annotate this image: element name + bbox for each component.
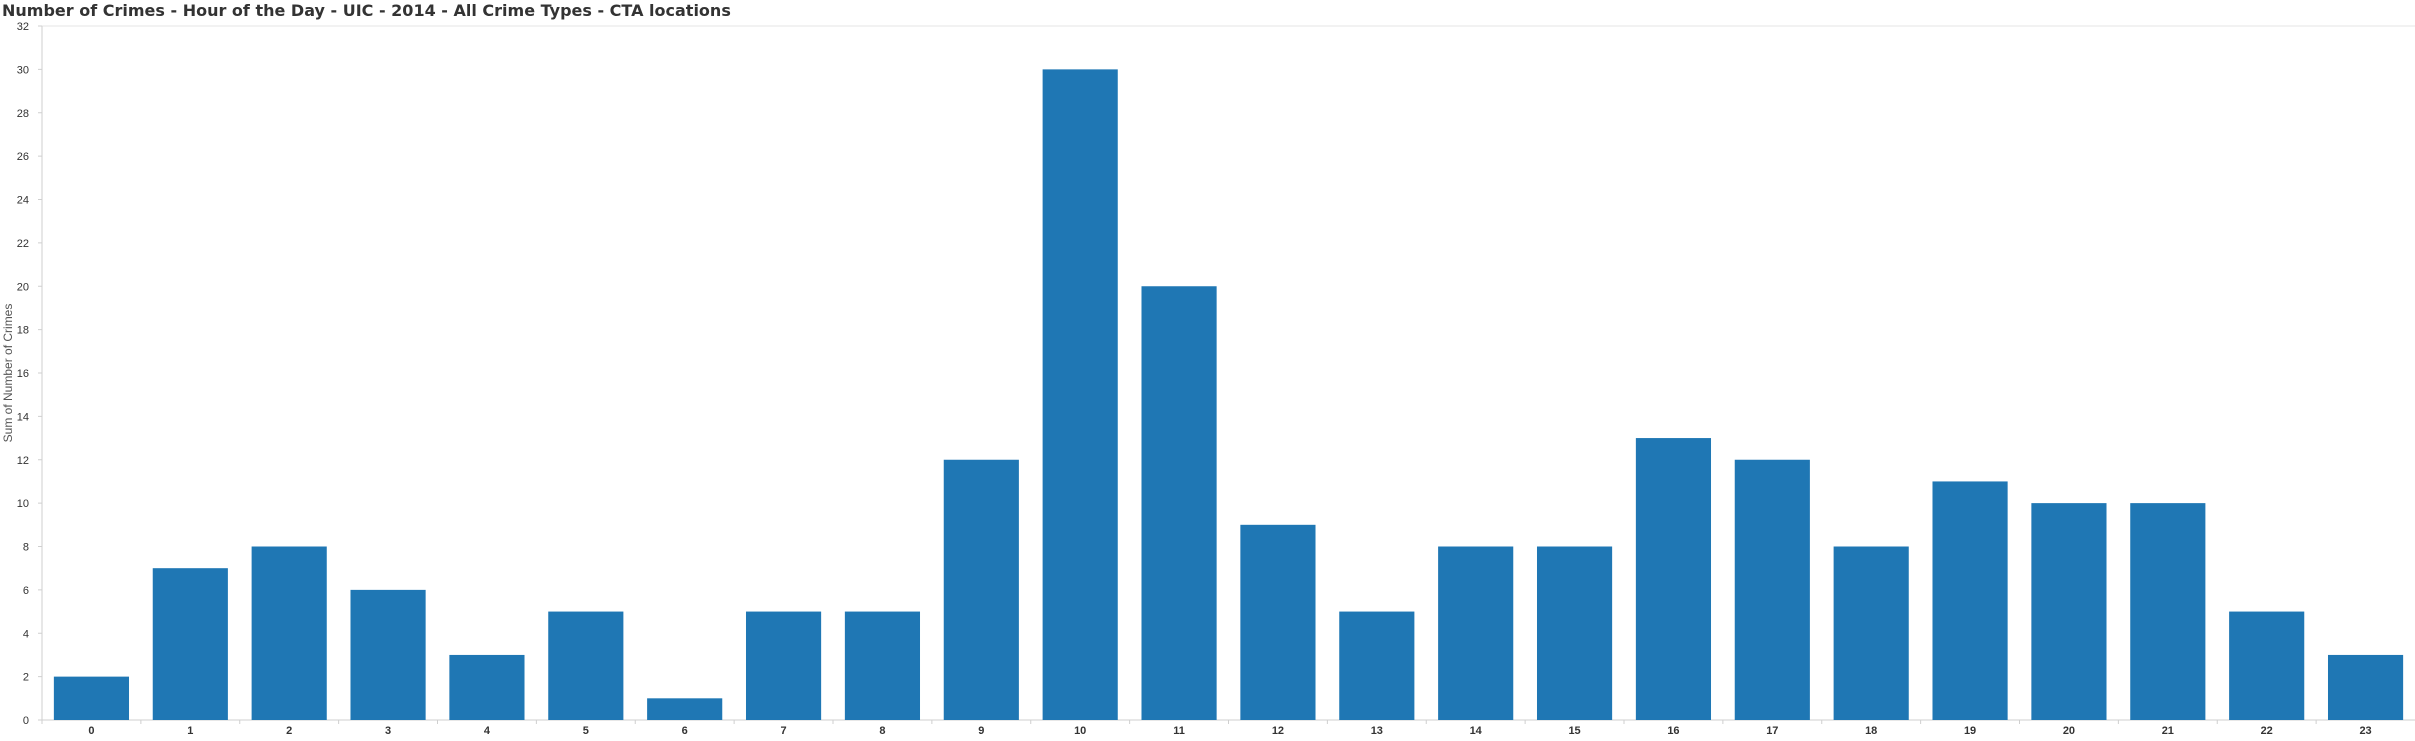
bar-hour-14[interactable] [1438, 546, 1514, 721]
x-tick-label: 21 [2162, 725, 2174, 737]
y-tick-label: 26 [17, 151, 29, 163]
x-tick-label: 20 [2063, 725, 2075, 737]
x-tick-label: 11 [1173, 725, 1185, 737]
bar-hour-18[interactable] [1833, 546, 1909, 721]
bar-hour-11[interactable] [1141, 286, 1217, 720]
bar-hour-17[interactable] [1734, 459, 1810, 720]
y-tick-label: 6 [23, 585, 29, 597]
x-tick-label: 16 [1667, 725, 1679, 737]
x-tick-label: 10 [1074, 725, 1086, 737]
bar-hour-13[interactable] [1339, 611, 1415, 720]
x-tick-label: 14 [1470, 725, 1483, 737]
x-tick-label: 8 [879, 725, 885, 737]
x-tick-label: 23 [2359, 725, 2371, 737]
y-tick-label: 12 [17, 455, 29, 467]
y-tick-label: 18 [17, 325, 29, 337]
bar-hour-7[interactable] [745, 611, 822, 720]
bar-hour-0[interactable] [53, 676, 130, 720]
bar-hour-23[interactable] [2327, 654, 2404, 720]
bar-hour-3[interactable] [350, 589, 426, 720]
y-axis-label: Sum of Number of Crimes [1, 304, 15, 443]
bar-hour-12[interactable] [1240, 524, 1316, 720]
y-tick-label: 30 [17, 64, 29, 76]
bar-hour-15[interactable] [1536, 546, 1613, 721]
y-tick-label: 24 [17, 195, 29, 207]
x-tick-label: 22 [2261, 725, 2273, 737]
bar-hour-20[interactable] [2031, 503, 2107, 720]
y-tick-label: 14 [17, 411, 29, 423]
bar-hour-2[interactable] [251, 546, 327, 721]
bar-hour-4[interactable] [449, 654, 525, 720]
x-tick-label: 4 [484, 725, 491, 737]
y-tick-label: 32 [17, 21, 29, 33]
bar-hour-6[interactable] [647, 698, 723, 720]
y-tick-label: 4 [23, 628, 29, 640]
bar-hour-16[interactable] [1635, 438, 1712, 720]
x-tick-label: 6 [682, 725, 688, 737]
y-tick-label: 22 [17, 238, 29, 250]
x-tick-label: 0 [88, 725, 94, 737]
x-tick-label: 3 [385, 725, 391, 737]
x-tick-label: 7 [781, 725, 787, 737]
y-tick-label: 8 [23, 542, 29, 554]
bar-hour-21[interactable] [2130, 503, 2206, 720]
bar-hour-10[interactable] [1042, 69, 1118, 720]
x-tick-label: 13 [1371, 725, 1383, 737]
bar-hour-1[interactable] [152, 568, 228, 720]
y-tick-label: 16 [17, 368, 29, 380]
y-tick-label: 28 [17, 108, 29, 120]
chart-title: Number of Crimes - Hour of the Day - UIC… [2, 1, 731, 20]
bars [53, 69, 2404, 721]
x-tick-label: 18 [1865, 725, 1877, 737]
x-tick-label: 9 [978, 725, 984, 737]
y-tick-label: 10 [17, 498, 29, 510]
x-tick-label: 17 [1766, 725, 1778, 737]
x-tick-label: 2 [286, 725, 292, 737]
x-tick-label: 1 [187, 725, 193, 737]
bar-hour-9[interactable] [943, 459, 1019, 720]
x-tick-label: 12 [1272, 725, 1284, 737]
y-tick-label: 20 [17, 281, 29, 293]
y-tick-label: 0 [23, 715, 29, 727]
x-tick-label: 5 [583, 725, 589, 737]
y-tick-label: 2 [23, 672, 29, 684]
x-tick-label: 15 [1568, 725, 1580, 737]
bar-hour-22[interactable] [2229, 611, 2305, 720]
bar-hour-5[interactable] [548, 611, 624, 720]
x-tick-label: 19 [1964, 725, 1976, 737]
x-axis-ticks: 0 1 2 3 4 5 6 7 8 9 10 11 12 13 14 15 16 17 18 19 20 21 22 23 [41, 720, 2372, 737]
bar-hour-19[interactable] [1932, 481, 2008, 720]
bar-hour-8[interactable] [844, 611, 921, 720]
